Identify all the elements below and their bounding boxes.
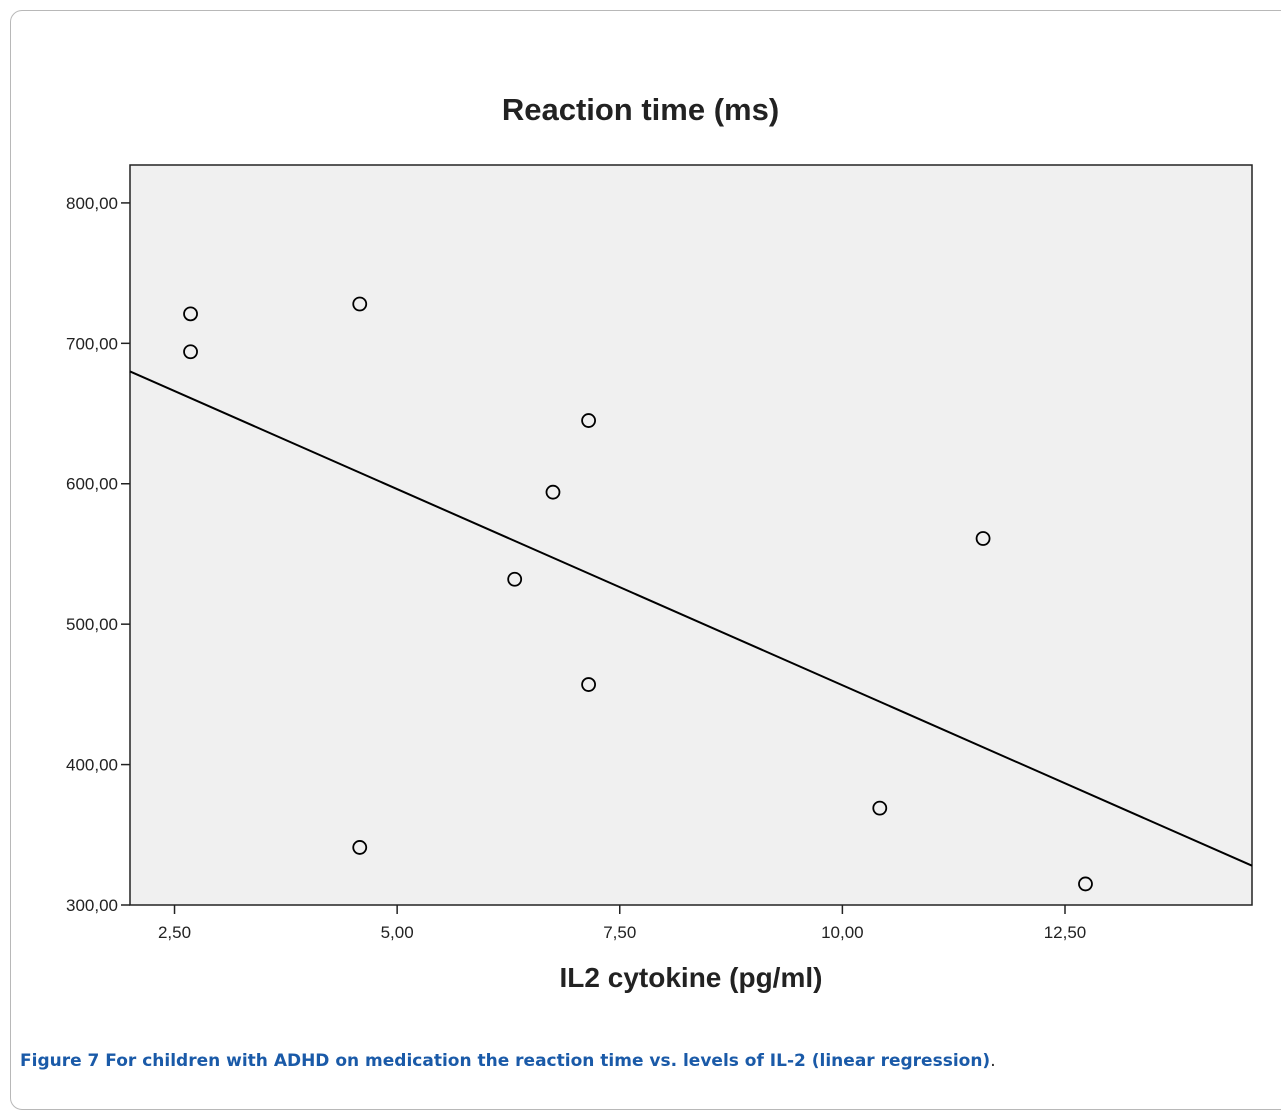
- x-axis: 2,50 5,00 7,50 10,00 12,50: [158, 905, 1086, 942]
- data-point: [545, 484, 561, 500]
- data-point: [352, 840, 368, 855]
- x-tick-label: 10,00: [821, 923, 864, 942]
- regression-line: [129, 370, 1253, 867]
- y-tick-label: 800,00: [66, 194, 118, 213]
- y-tick-label: 500,00: [66, 615, 118, 634]
- data-point: [183, 344, 198, 360]
- y-axis: 300,00 400,00 500,00 600,00 700,00 800,00: [66, 194, 130, 915]
- caption-end: .: [990, 1051, 996, 1071]
- data-point: [507, 571, 523, 587]
- y-tick-label: 700,00: [66, 334, 118, 353]
- figure-caption: Figure 7 For children with ADHD on medic…: [20, 1051, 996, 1071]
- caption-label: Figure 7: [20, 1051, 100, 1071]
- data-point: [1078, 876, 1093, 892]
- data-point: [872, 800, 888, 816]
- y-tick-label: 400,00: [66, 756, 118, 775]
- x-tick-label: 2,50: [158, 923, 191, 942]
- caption-text: For children with ADHD on medication the…: [99, 1051, 991, 1071]
- x-tick-label: 12,50: [1044, 923, 1087, 942]
- data-points: [183, 296, 1093, 892]
- data-point: [183, 306, 198, 322]
- data-point: [975, 531, 991, 546]
- data-point: [581, 413, 596, 428]
- plot-area: [129, 164, 1253, 906]
- data-point: [352, 296, 368, 312]
- x-axis-label: IL2 cytokine (pg/ml): [559, 962, 823, 993]
- scatter-chart: 300,00 400,00 500,00 600,00 700,00 800,00 2,5…: [66, 164, 1253, 942]
- x-tick-label: 7,50: [603, 923, 636, 942]
- y-tick-label: 600,00: [66, 475, 118, 494]
- data-point: [581, 677, 596, 692]
- x-tick-label: 5,00: [381, 923, 414, 942]
- y-tick-label: 300,00: [66, 896, 118, 915]
- chart-title: Reaction time (ms): [501, 92, 780, 127]
